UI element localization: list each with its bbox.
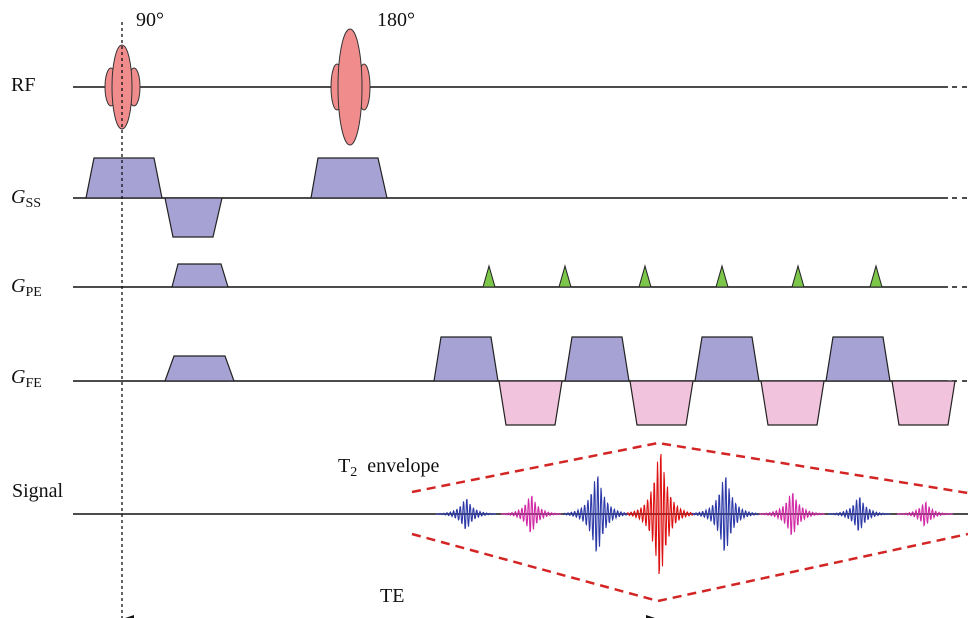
gpe-blip <box>558 264 572 288</box>
gpe-blip <box>791 264 805 288</box>
gpe-blip <box>715 264 729 288</box>
echo-red <box>626 453 694 575</box>
gss-row-label: GSS <box>11 186 41 212</box>
te-label: TE <box>380 585 405 607</box>
gpe-label-main: G <box>11 275 26 297</box>
gpe-row-label: GPE <box>11 275 42 301</box>
echo-blue <box>827 497 891 531</box>
gfe-label-main: G <box>11 366 26 388</box>
rf-90-main-lobe <box>111 44 133 130</box>
gss-label-main: G <box>11 186 26 208</box>
gss-lobe-refocus <box>310 157 388 199</box>
echo-magenta <box>758 493 826 535</box>
gfe-prephase-lobe <box>164 355 235 382</box>
t2-envelope-lower <box>411 532 968 603</box>
gfe-readout-train <box>433 336 956 426</box>
t2-envelope-label: T2 envelope <box>338 455 439 481</box>
gfe-readout-positive <box>433 336 499 382</box>
gfe-gradient <box>164 336 956 426</box>
gfe-readout-negative <box>891 380 956 426</box>
t2-envelope <box>411 441 968 603</box>
echo-magenta <box>896 500 954 528</box>
t2-label-sub: 2 <box>350 465 358 480</box>
gfe-readout-negative <box>498 380 563 426</box>
rf-180-main-lobe <box>337 28 363 146</box>
te-arrowhead-right <box>646 615 655 618</box>
gfe-readout-negative <box>760 380 825 426</box>
gpe-prephase-lobe <box>171 263 229 288</box>
gfe-readout-positive <box>564 336 630 382</box>
echo-blue <box>435 498 497 530</box>
gfe-row-label: GFE <box>11 366 42 392</box>
echo-magenta <box>500 495 562 533</box>
gss-lobe-rephase <box>164 197 223 238</box>
rf-pulse-180 <box>330 28 371 146</box>
gpe-blip <box>482 264 496 288</box>
baselines <box>73 86 968 515</box>
gpe-blip <box>869 264 883 288</box>
echo-blue <box>691 477 759 551</box>
gpe-label-sub: PE <box>25 285 42 300</box>
rf-pulse-90 <box>104 44 141 130</box>
gss-lobe-excitation <box>85 157 163 199</box>
refocus-angle-label: 180° <box>377 9 415 31</box>
rf-row-label: RF <box>11 74 36 96</box>
signal-row-label: Signal <box>12 480 64 502</box>
te-arrowhead-left <box>125 615 134 618</box>
echo-blue <box>563 476 631 552</box>
gpe-gradient <box>171 263 883 288</box>
te-arrow <box>125 615 655 618</box>
gfe-label-sub: FE <box>25 376 42 391</box>
gss-gradient <box>85 157 388 238</box>
gfe-readout-positive <box>694 336 760 382</box>
excitation-angle-label: 90° <box>136 9 164 31</box>
gpe-blip <box>638 264 652 288</box>
gss-label-sub: SS <box>25 196 42 211</box>
gfe-readout-negative <box>629 380 694 426</box>
t2-label-main: T <box>338 455 351 477</box>
t2-label-rest: envelope <box>367 455 440 477</box>
t2-envelope-upper <box>411 441 968 495</box>
gfe-readout-positive <box>825 336 891 382</box>
echo-train <box>435 453 954 575</box>
gpe-blips <box>482 264 883 288</box>
